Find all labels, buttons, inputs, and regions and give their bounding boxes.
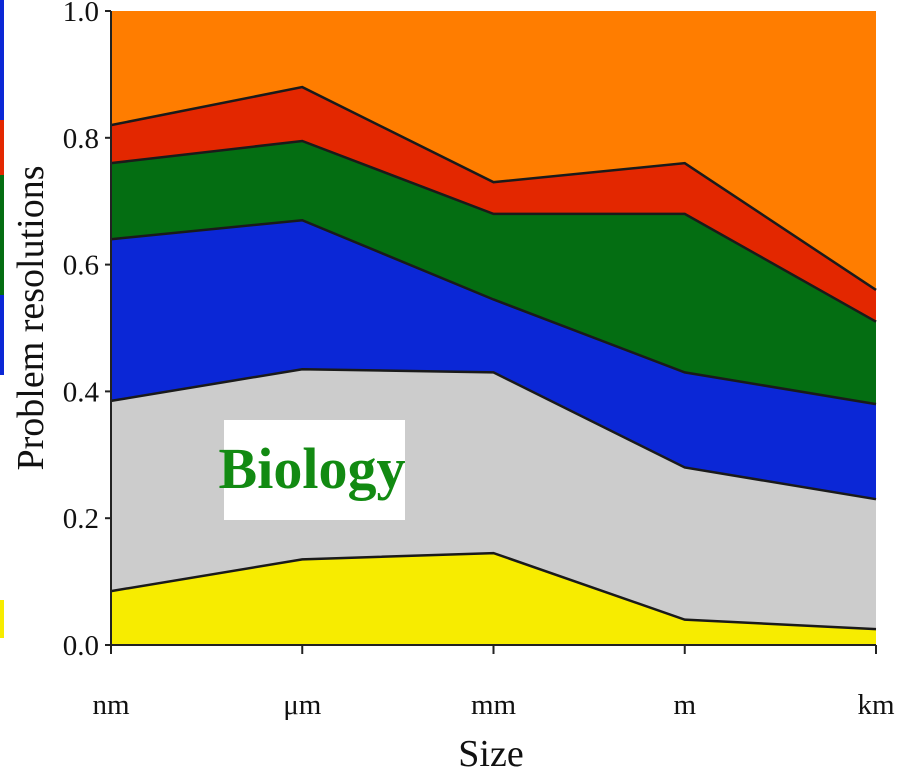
- series-boundary-4: [110, 139, 877, 323]
- x-tick-label: mm: [471, 689, 517, 721]
- series-area-5: [111, 87, 876, 322]
- edge-strip-segment: [0, 175, 4, 295]
- y-tick-label: 0.0: [63, 630, 99, 662]
- y-axis-title: Problem resolutions: [10, 165, 52, 470]
- axes: 0.00.20.40.60.81.0nm μm mm m km: [63, 0, 895, 721]
- annotation: Biology: [219, 420, 406, 520]
- series-boundary-1: [110, 551, 877, 631]
- annotation-label: Biology: [219, 436, 406, 501]
- y-tick-label: 0.2: [63, 503, 99, 535]
- x-axis-title: Size: [458, 733, 523, 771]
- series-boundary-2: [110, 367, 877, 501]
- series-area-4: [111, 140, 876, 405]
- edge-strip-segment: [0, 295, 4, 375]
- y-tick-label: 0.4: [63, 376, 100, 408]
- x-tick-label: km: [857, 689, 895, 721]
- x-tick-label: nm: [92, 689, 130, 721]
- edge-strip-segment: [0, 0, 4, 120]
- x-tick-label: m: [673, 689, 696, 721]
- edge-strip-segment: [0, 600, 4, 638]
- annotation-box: [224, 420, 405, 520]
- y-tick-label: 1.0: [63, 0, 99, 28]
- x-tick-label: μm: [283, 689, 322, 721]
- series-area-6: [111, 11, 876, 290]
- series-boundary-3: [110, 218, 877, 406]
- series-area-1: [111, 553, 876, 645]
- y-tick-label: 0.8: [63, 123, 99, 155]
- y-tick-label: 0.6: [63, 250, 99, 282]
- series-boundary-5: [110, 85, 877, 292]
- series-boundaries: [110, 85, 877, 631]
- left-edge-legend-fragment: [0, 0, 4, 638]
- series-areas: [111, 11, 876, 645]
- edge-strip-segment: [0, 120, 4, 175]
- series-area-3: [111, 220, 876, 500]
